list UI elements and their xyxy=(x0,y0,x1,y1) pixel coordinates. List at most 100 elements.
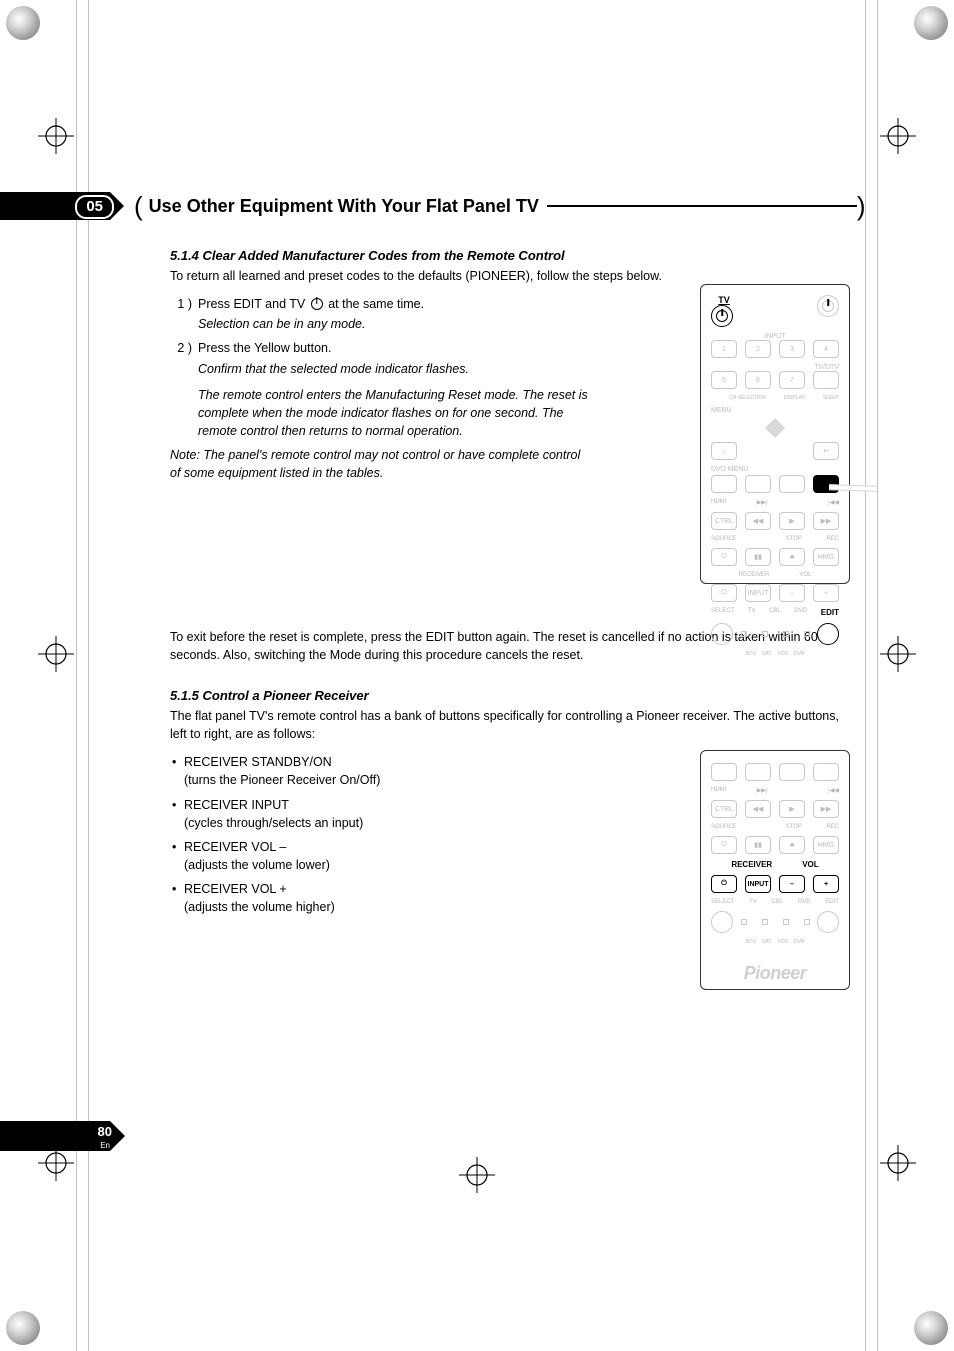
chapter-title: Use Other Equipment With Your Flat Panel… xyxy=(145,196,543,217)
remote-label: DISPLAY xyxy=(784,395,805,401)
section-515-intro: The flat panel TV's remote control has a… xyxy=(170,707,850,743)
remote-label: TV xyxy=(748,608,756,617)
remote-label: REC xyxy=(826,824,839,830)
remote-label: VCR xyxy=(777,651,788,657)
remote-illustration-top: TV INPUT 1 2 3 4 TV/DTV 5 6 7 CH SELECTI… xyxy=(700,284,850,584)
receiver-vol-up-button-icon: + xyxy=(813,875,839,893)
bullet-title: RECEIVER INPUT xyxy=(184,798,289,812)
remote-button: ◀◀ xyxy=(745,512,771,530)
remote-button xyxy=(779,763,805,781)
section-heading-515: 5.1.5 Control a Pioneer Receiver xyxy=(170,688,850,703)
remote-label: CH SELECTION xyxy=(729,395,766,401)
remote-label: SAT xyxy=(762,651,771,657)
step-italic: Selection can be in any mode. xyxy=(198,315,590,333)
remote-illustration-bottom: HDMI▶▶||◀◀ CTRL ◀◀ ▶ ▶▶ SOURCESTOPREC ⏻ … xyxy=(700,750,850,990)
edit-button-icon xyxy=(817,623,839,645)
remote-label: DVR xyxy=(794,939,805,945)
remote-label: SELECT xyxy=(711,899,734,905)
registration-mark-icon xyxy=(880,1145,916,1181)
remote-label: TV xyxy=(749,899,757,905)
remote-label: RCV xyxy=(745,651,756,657)
registration-mark-icon xyxy=(38,118,74,154)
remote-button: ▶ xyxy=(779,800,805,818)
remote-label: INPUT xyxy=(711,333,839,340)
remote-label: STOP xyxy=(786,824,802,830)
page-content: 5.1.4 Clear Added Manufacturer Codes fro… xyxy=(170,248,850,482)
led-icon xyxy=(762,919,768,925)
page-lang: En xyxy=(100,1141,110,1150)
remote-edit-label: EDIT xyxy=(821,608,839,617)
remote-label: SOURCE xyxy=(711,536,737,542)
remote-button: 3 xyxy=(779,340,805,358)
corner-sphere-icon xyxy=(914,6,948,40)
remote-label: VCR xyxy=(777,939,788,945)
remote-button xyxy=(817,295,839,317)
remote-button: ◀◀ xyxy=(745,800,771,818)
remote-button: ▶ xyxy=(779,512,805,530)
remote-label: HDMI xyxy=(711,499,726,506)
remote-button xyxy=(813,371,839,389)
remote-button: ▶▶ xyxy=(813,512,839,530)
step-body: Press the Yellow button. Confirm that th… xyxy=(198,339,590,440)
step-bold: Yellow xyxy=(254,341,290,355)
remote-label: EDIT xyxy=(825,899,839,905)
corner-sphere-icon xyxy=(914,1311,948,1345)
page-number: 80 xyxy=(98,1124,112,1139)
power-button-icon xyxy=(711,305,733,327)
bullet-title: RECEIVER VOL + xyxy=(184,882,287,896)
remote-button: ⏻ xyxy=(711,836,737,854)
fold-line xyxy=(877,0,878,1351)
remote-label: REC xyxy=(826,536,839,542)
bullet-title: RECEIVER VOL – xyxy=(184,840,286,854)
remote-label: TV/DTV xyxy=(711,364,839,371)
remote-label: CBL xyxy=(771,899,783,905)
led-icon xyxy=(762,631,768,637)
receiver-input-button-icon: INPUT xyxy=(745,875,771,893)
led-icon xyxy=(804,631,810,637)
bullet-item: RECEIVER INPUT(cycles through/selects an… xyxy=(170,796,590,832)
remote-label: HDMI xyxy=(711,787,726,794)
step-italic: Confirm that the selected mode indicator… xyxy=(198,360,590,378)
step-text: and xyxy=(262,297,290,311)
section-514-note: Note: The panel's remote control may not… xyxy=(170,446,590,482)
remote-receiver-label: RECEIVER xyxy=(731,860,772,869)
remote-button: 4 xyxy=(813,340,839,358)
power-icon xyxy=(311,298,323,310)
step-bold: EDIT xyxy=(233,297,261,311)
remote-button: 5 xyxy=(711,371,737,389)
remote-label: DVD xyxy=(794,608,807,617)
remote-label: VOL xyxy=(799,572,811,578)
registration-mark-icon xyxy=(880,118,916,154)
remote-button: ⏻ xyxy=(711,584,737,602)
remote-button: – xyxy=(779,584,805,602)
step-number: 2 ) xyxy=(170,339,198,440)
remote-button xyxy=(711,763,737,781)
remote-button: 6 xyxy=(745,371,771,389)
remote-button: ⏻ xyxy=(711,548,737,566)
remote-button: ■ xyxy=(779,836,805,854)
registration-mark-icon xyxy=(880,636,916,672)
remote-button xyxy=(711,475,737,493)
remote-label: DVD xyxy=(798,899,811,905)
step-body: Press EDIT and TV at the same time. Sele… xyxy=(198,295,590,333)
edit-button-icon xyxy=(817,911,839,933)
remote-label: SAT xyxy=(762,939,771,945)
remote-button: ▶▶ xyxy=(813,800,839,818)
step-text: Press xyxy=(198,297,233,311)
chapter-number: 05 xyxy=(75,195,114,219)
exit-bold: EDIT xyxy=(426,630,454,644)
remote-button: + xyxy=(813,584,839,602)
remote-label: MENU xyxy=(711,407,839,414)
remote-button: HMG xyxy=(813,836,839,854)
bullet-desc: (turns the Pioneer Receiver On/Off) xyxy=(184,771,590,789)
bullet-item: RECEIVER VOL –(adjusts the volume lower) xyxy=(170,838,590,874)
remote-button: CTRL xyxy=(711,800,737,818)
bullet-desc: (adjusts the volume higher) xyxy=(184,898,590,916)
registration-mark-icon xyxy=(459,1157,495,1193)
step-italic: The remote control enters the Manufactur… xyxy=(198,386,590,440)
section-514-intro: To return all learned and preset codes t… xyxy=(170,267,850,285)
step-text: at the same time. xyxy=(325,297,424,311)
remote-button xyxy=(813,763,839,781)
led-icon xyxy=(741,631,747,637)
step-number: 1 ) xyxy=(170,295,198,333)
